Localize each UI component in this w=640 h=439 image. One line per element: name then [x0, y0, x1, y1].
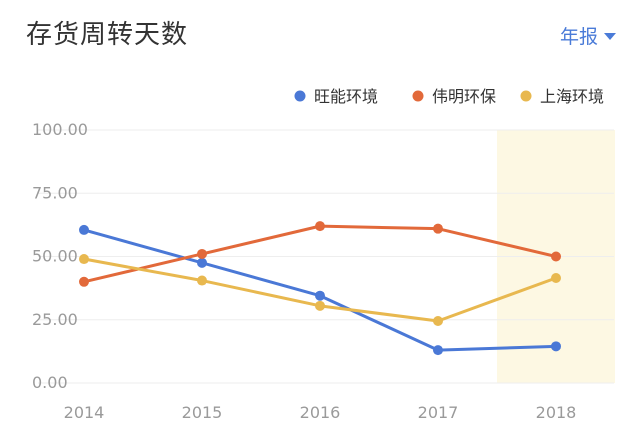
legend-marker — [412, 90, 424, 102]
data-point[interactable] — [315, 221, 325, 232]
legend-label[interactable]: 伟明环保 — [432, 87, 496, 106]
data-point[interactable] — [551, 273, 561, 284]
legend-marker — [520, 90, 532, 102]
data-point[interactable] — [551, 251, 561, 262]
x-tick-label: 2016 — [300, 403, 341, 422]
data-point[interactable] — [315, 300, 325, 311]
y-tick-label: 100.00 — [32, 120, 88, 139]
x-tick-label: 2018 — [536, 403, 577, 422]
data-point[interactable] — [433, 345, 443, 356]
legend-marker — [294, 90, 306, 102]
series-line — [82, 257, 558, 323]
x-tick-label: 2014 — [64, 403, 105, 422]
data-point[interactable] — [197, 248, 207, 259]
data-point[interactable] — [433, 223, 443, 234]
period-dropdown[interactable]: 年报 — [560, 22, 616, 49]
legend-label[interactable]: 上海环境 — [540, 87, 604, 106]
data-point[interactable] — [433, 316, 443, 327]
series-line — [82, 228, 558, 352]
y-tick-label: 0.00 — [32, 373, 68, 392]
y-tick-label: 50.00 — [32, 247, 78, 266]
y-tick-label: 75.00 — [32, 183, 78, 202]
period-label: 年报 — [559, 26, 598, 48]
data-point[interactable] — [197, 275, 207, 286]
data-point[interactable] — [315, 290, 325, 301]
legend-label[interactable]: 旺能环境 — [314, 87, 378, 106]
caret-down-icon — [604, 33, 616, 40]
data-point[interactable] — [79, 254, 89, 265]
data-point[interactable] — [551, 341, 561, 352]
data-point[interactable] — [79, 224, 89, 235]
data-point[interactable] — [79, 276, 89, 287]
chart-title: 存货周转天数 — [26, 20, 189, 50]
x-tick-label: 2017 — [418, 403, 459, 422]
x-tick-label: 2015 — [182, 403, 223, 422]
data-point[interactable] — [197, 257, 207, 268]
y-tick-label: 25.00 — [32, 310, 78, 329]
